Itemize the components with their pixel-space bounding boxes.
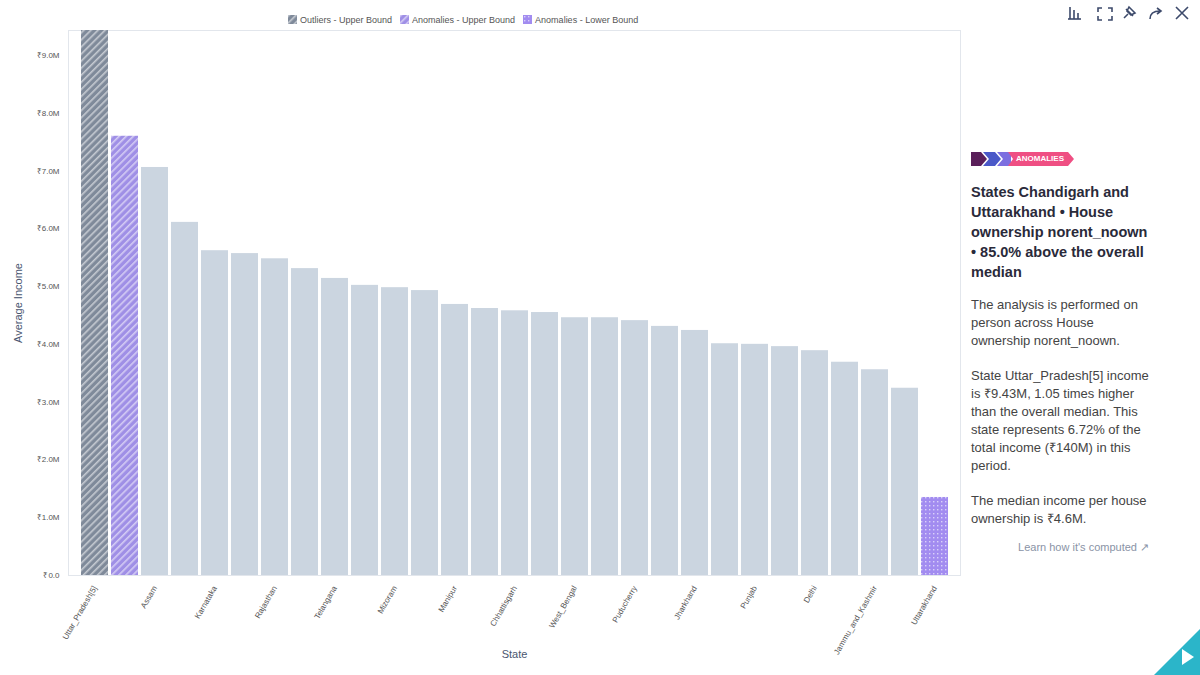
html-text:ANOMALIES: ANOMALIES (1016, 154, 1064, 163)
svg-text:West_Bengal: West_Bengal (547, 584, 579, 630)
svg-text:Telangana: Telangana (313, 584, 340, 621)
svg-text:Uttar_Pradesh[5]: Uttar_Pradesh[5] (61, 584, 99, 641)
svg-text:₹1.0M: ₹1.0M (37, 513, 60, 522)
svg-text:Chhattisgarh: Chhattisgarh (488, 584, 518, 628)
html-text:Anomalies - Lower Bound: Anomalies - Lower Bound (535, 14, 639, 25)
html-text:The median income per house ow: The median income per house ownership is… (971, 493, 1147, 526)
svg-text:₹2.0M: ₹2.0M (37, 455, 60, 464)
svg-text:Puducherry: Puducherry (611, 584, 639, 624)
svg-text:Assam: Assam (139, 584, 159, 610)
svg-text:₹0.0: ₹0.0 (43, 571, 60, 580)
html-text:Outliers - Upper Bound: Outliers - Upper Bound (300, 14, 392, 25)
svg-text:Karnataka: Karnataka (193, 584, 219, 621)
svg-text:₹5.0M: ₹5.0M (37, 282, 60, 291)
svg-text:Punjab: Punjab (739, 584, 760, 611)
html-text:Learn how it's computed ↗: Learn how it's computed ↗ (1018, 541, 1149, 553)
svg-text:Jammu_and_Kashmir: Jammu_and_Kashmir (832, 584, 879, 656)
html-text:States Chandigarh and Uttarakh: States Chandigarh and Uttarakhand • Hous… (971, 184, 1148, 280)
svg-text:₹6.0M: ₹6.0M (37, 224, 60, 233)
svg-text:Manipur: Manipur (437, 584, 459, 614)
svg-text:₹4.0M: ₹4.0M (37, 340, 60, 349)
svg-text:Mizoram: Mizoram (376, 584, 399, 615)
svg-text:State: State (502, 648, 528, 660)
svg-text:₹9.0M: ₹9.0M (37, 51, 60, 60)
svg-text:Delhi: Delhi (802, 584, 819, 604)
svg-text:₹8.0M: ₹8.0M (37, 109, 60, 118)
svg-text:Rajasthan: Rajasthan (253, 584, 279, 620)
svg-text:Jharkhand: Jharkhand (672, 584, 698, 621)
svg-text:Average Income: Average Income (12, 263, 24, 343)
html-text:The analysis is performed on p: The analysis is performed on person acro… (971, 297, 1138, 348)
html-text:State Uttar_Pradesh[5] income: State Uttar_Pradesh[5] income is ₹9.43M,… (971, 368, 1149, 473)
svg-text:₹3.0M: ₹3.0M (37, 398, 60, 407)
svg-text:₹7.0M: ₹7.0M (37, 167, 60, 176)
svg-text:Uttarakhand: Uttarakhand (909, 584, 939, 626)
html-text:Anomalies - Upper Bound: Anomalies - Upper Bound (412, 14, 516, 25)
